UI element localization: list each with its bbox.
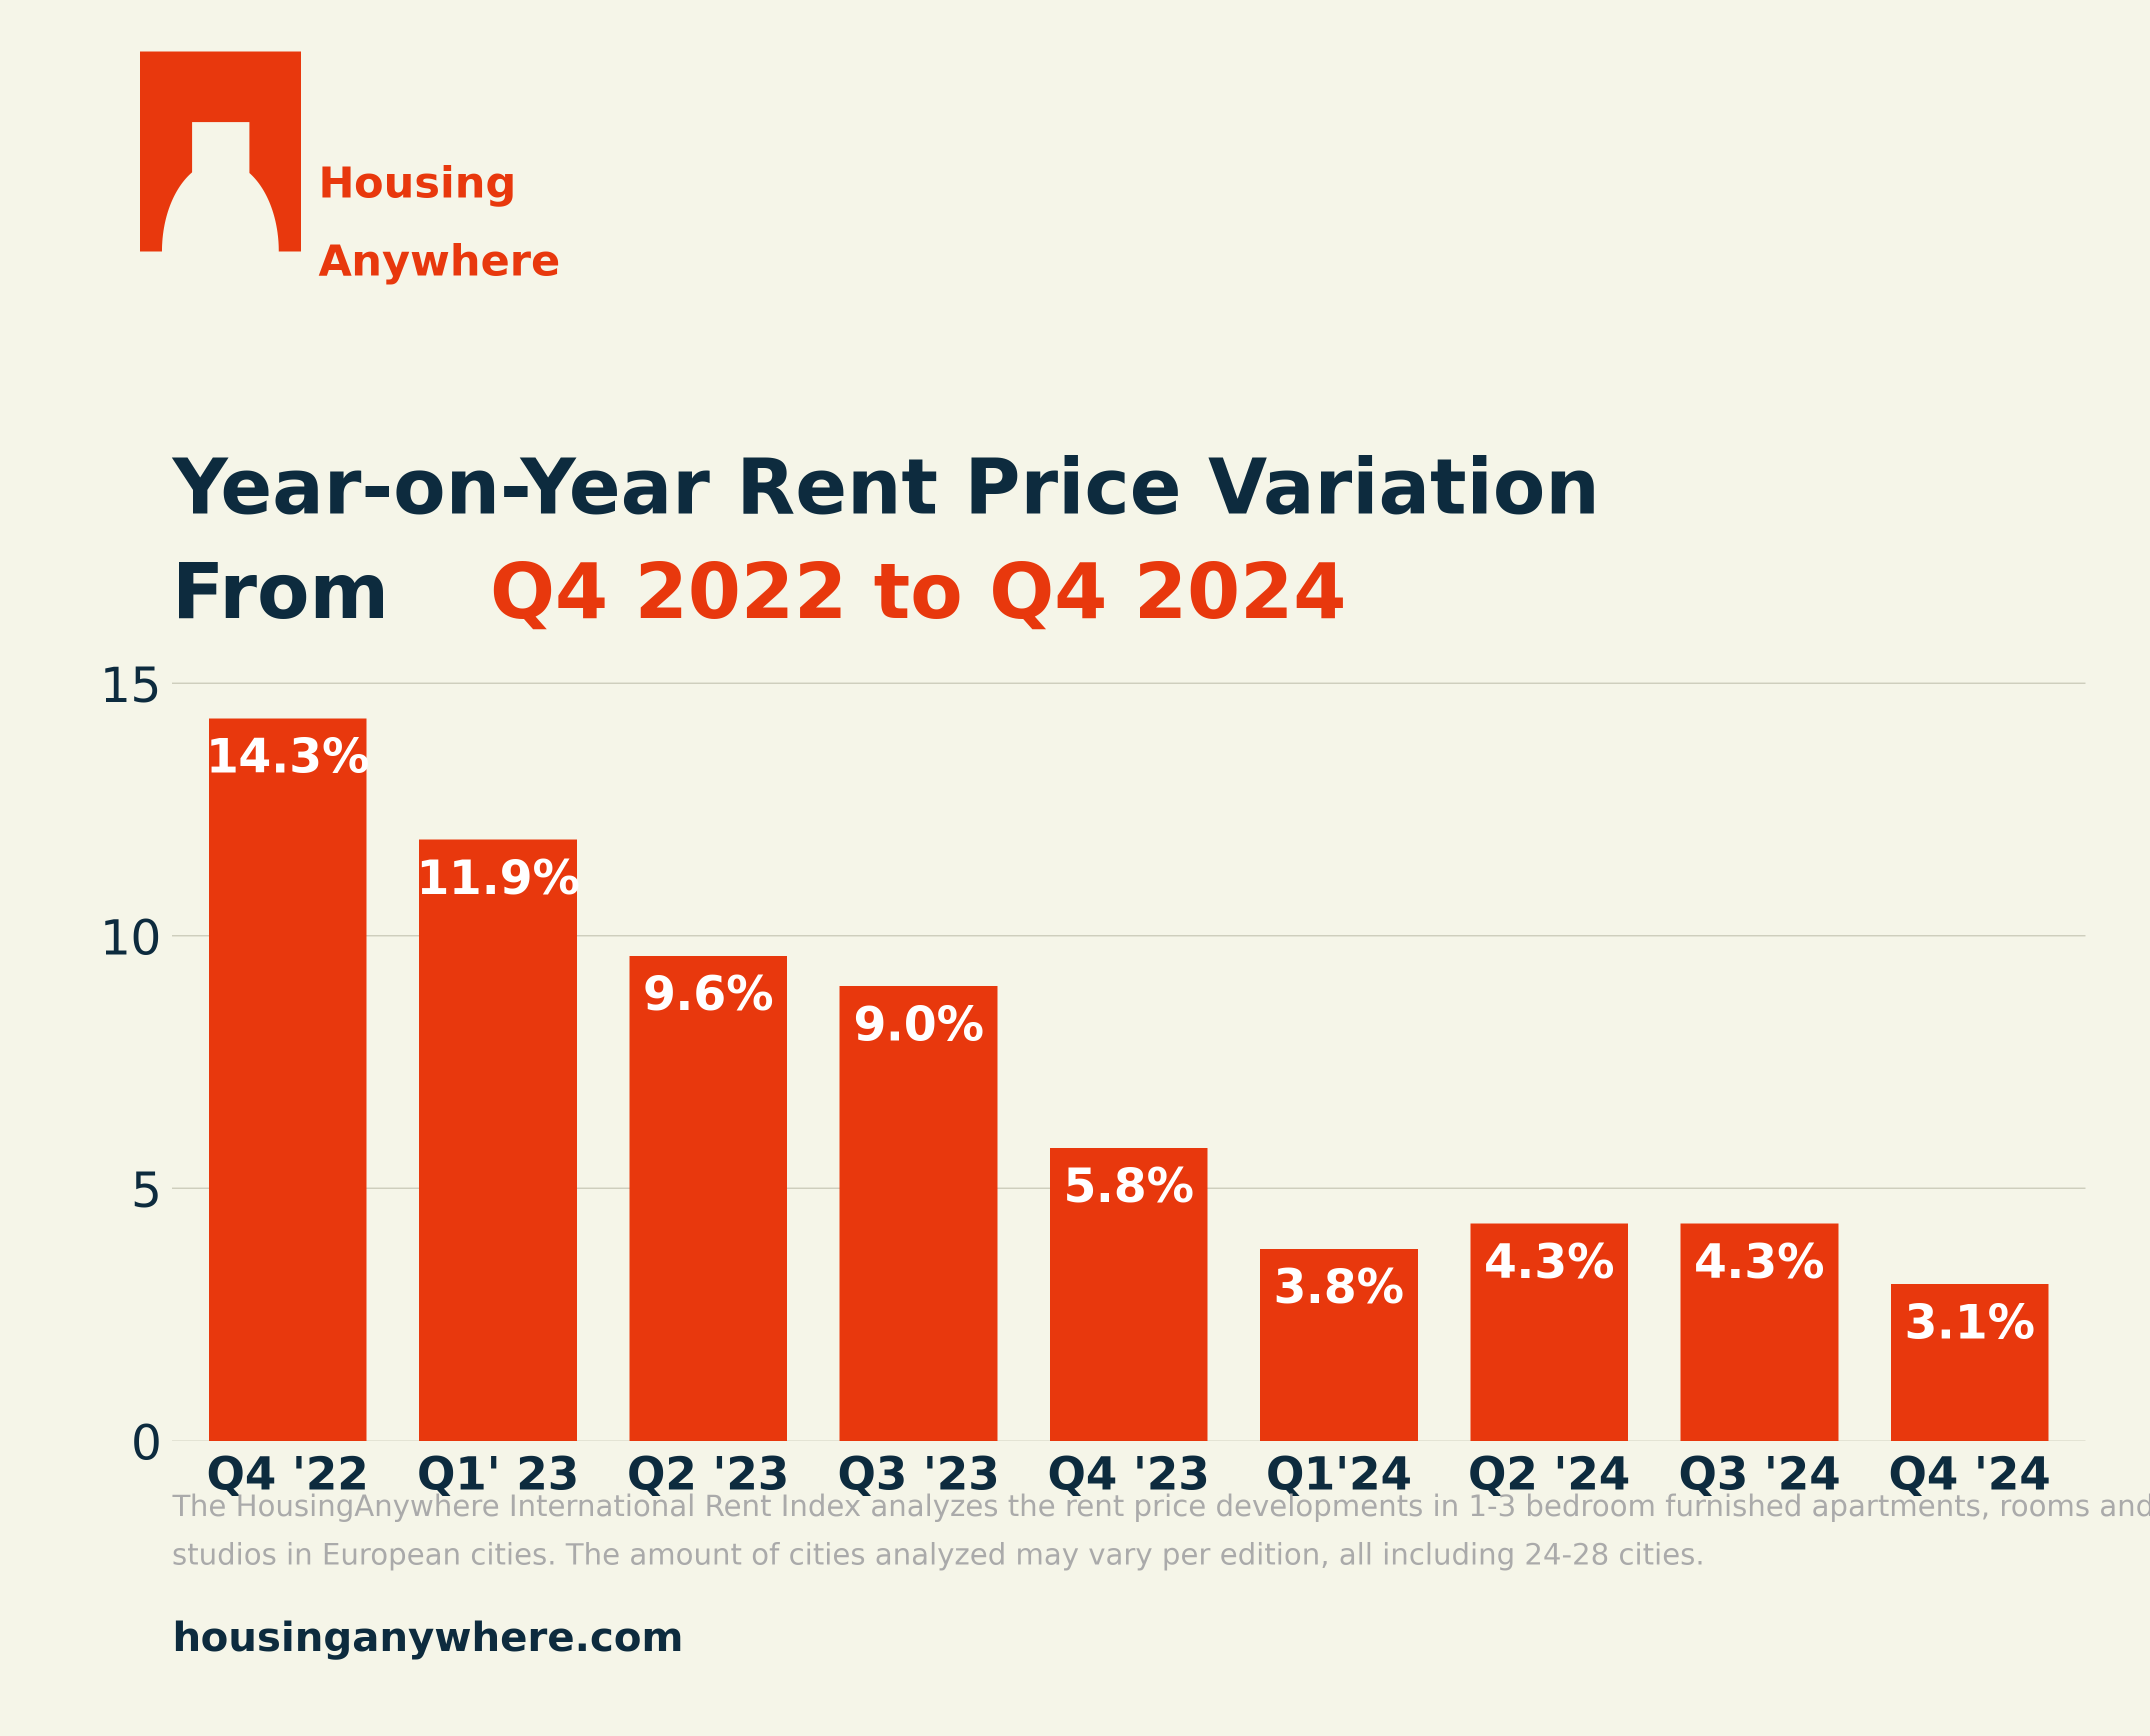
Text: 11.9%: 11.9%: [415, 858, 580, 903]
Text: housinganywhere.com: housinganywhere.com: [172, 1620, 684, 1660]
Bar: [1049, 1147, 1208, 1441]
Text: 5.8%: 5.8%: [1064, 1165, 1193, 1212]
Text: Q4 2022 to Q4 2024: Q4 2022 to Q4 2024: [490, 559, 1346, 634]
Bar: [841, 986, 998, 1441]
Text: 3.8%: 3.8%: [1273, 1267, 1404, 1312]
Text: 3.1%: 3.1%: [1905, 1302, 2036, 1347]
Bar: [249, 52, 301, 252]
Text: studios in European cities. The amount of cities analyzed may vary per edition, : studios in European cities. The amount o…: [172, 1542, 1705, 1569]
Bar: [209, 719, 366, 1441]
Text: Housing: Housing: [318, 165, 516, 207]
Polygon shape: [163, 161, 280, 252]
Bar: [1260, 1248, 1417, 1441]
Bar: [140, 52, 301, 122]
Text: 9.6%: 9.6%: [643, 974, 774, 1019]
Bar: [1892, 1285, 2049, 1441]
Text: 4.3%: 4.3%: [1483, 1241, 1615, 1288]
Text: From: From: [172, 559, 415, 634]
Bar: [419, 840, 576, 1441]
Bar: [1471, 1224, 1628, 1441]
Text: The HousingAnywhere International Rent Index analyzes the rent price development: The HousingAnywhere International Rent I…: [172, 1493, 2150, 1521]
Text: 4.3%: 4.3%: [1694, 1241, 1825, 1288]
Bar: [1681, 1224, 1838, 1441]
Text: 14.3%: 14.3%: [206, 736, 370, 783]
Bar: [630, 957, 787, 1441]
Text: Year-on-Year Rent Price Variation: Year-on-Year Rent Price Variation: [172, 455, 1600, 529]
Text: 9.0%: 9.0%: [854, 1003, 985, 1050]
Text: Anywhere: Anywhere: [318, 243, 561, 285]
Bar: [140, 52, 191, 252]
